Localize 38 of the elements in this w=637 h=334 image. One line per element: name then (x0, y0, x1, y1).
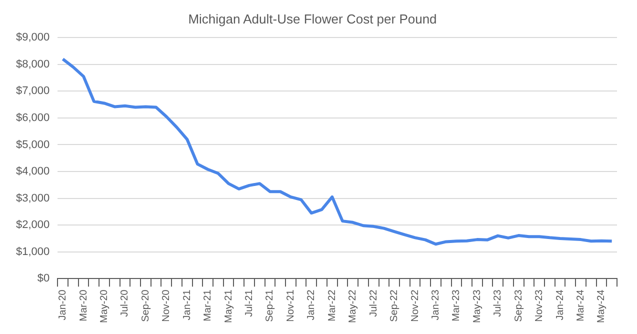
x-tick-label: Jan-21 (182, 289, 193, 320)
x-tick-label: Mar-21 (202, 289, 214, 322)
x-tick-label: Nov-21 (285, 289, 296, 322)
y-tick-label: $3,000 (16, 192, 50, 204)
y-tick-label: $2,000 (16, 219, 50, 232)
x-tick-label: Sep-22 (389, 289, 400, 322)
x-tick-label: Sep-21 (264, 289, 276, 322)
x-tick-label: May-20 (99, 289, 110, 324)
x-tick-label: Jul-22 (368, 289, 380, 317)
x-tick-label: Jul-20 (120, 289, 131, 317)
x-tick-label: Mar-24 (575, 289, 586, 322)
x-tick-label: May-21 (223, 289, 234, 324)
x-tick-label: Jul-21 (244, 289, 256, 317)
y-tick-label: $1,000 (16, 246, 50, 258)
y-tick-label: $4,000 (16, 166, 50, 178)
y-tick-label: $7,000 (16, 85, 50, 98)
y-tick-label: $9,000 (16, 32, 50, 44)
x-tick-label: Nov-20 (161, 289, 172, 322)
x-tick-label: Nov-23 (534, 289, 546, 322)
x-tick-label: Mar-20 (78, 289, 90, 322)
x-tick-label: Jan-22 (306, 289, 318, 320)
x-tick-label: Jan-20 (58, 289, 69, 320)
x-tick-label: May-23 (472, 289, 483, 324)
x-tick-label: Jan-23 (430, 289, 442, 320)
x-tick-label: Sep-23 (513, 289, 524, 322)
y-tick-label: $5,000 (16, 138, 50, 151)
y-tick-label: $8,000 (16, 58, 50, 70)
x-tick-label: May-24 (596, 289, 608, 324)
x-tick-label: May-22 (348, 289, 359, 324)
x-tick-label: Mar-22 (326, 289, 338, 322)
x-tick-label: Sep-20 (140, 289, 152, 322)
x-tick-label: Nov-22 (410, 289, 421, 322)
x-tick-label: Jul-23 (492, 289, 504, 317)
x-tick-label: Jan-24 (554, 289, 566, 320)
y-tick-label: $0 (37, 272, 50, 285)
chart-title: Michigan Adult-Use Flower Cost per Pound (188, 11, 437, 26)
y-tick-label: $6,000 (16, 112, 50, 124)
x-tick-label: Mar-23 (451, 289, 462, 322)
